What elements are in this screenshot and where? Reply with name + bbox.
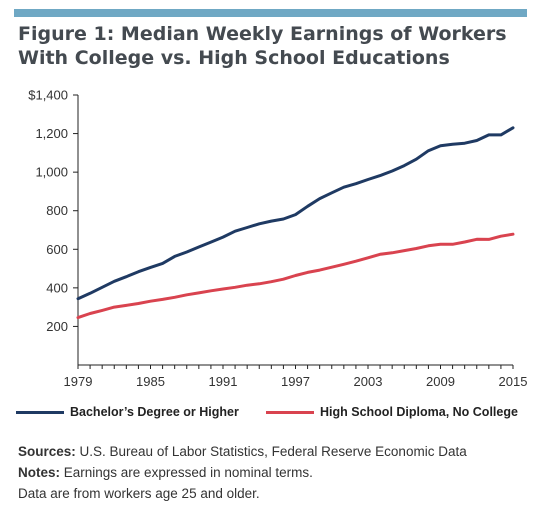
notes-line-2: Data are from workers age 25 and older. [18,486,260,501]
sources-line: Sources: U.S. Bureau of Labor Statistics… [18,441,533,462]
sources-label: Sources: [18,444,76,459]
legend-item-high-school: High School Diploma, No College [266,405,518,419]
y-tick-label: 600 [46,242,68,257]
y-tick-label: 400 [46,280,68,295]
y-tick-label: $1,400 [28,88,68,103]
y-tick-label: 200 [46,319,68,334]
legend: Bachelor’s Degree or Higher High School … [16,405,531,425]
chart-title-line-1: Figure 1: Median Weekly Earnings of Work… [18,23,507,45]
series-layer [76,126,515,320]
series-line-high-school [76,232,515,320]
x-tick-label: 2003 [354,374,383,389]
footnotes: Sources: U.S. Bureau of Labor Statistics… [18,441,533,504]
x-tick-label: 1991 [209,374,238,389]
legend-swatch-bachelor [16,410,64,414]
chart-title-line-2: With College vs. High School Educations [18,47,450,69]
x-tick-label: 2009 [426,374,455,389]
legend-item-bachelor: Bachelor’s Degree or Higher [16,405,239,419]
y-tick-label: 800 [46,203,68,218]
x-axis-ticks: 1979 1985 1991 1997 2003 2009 2015 [64,365,528,389]
line-chart: 200 400 600 800 1,000 1,200 $1,400 1979 1985 199… [28,88,528,390]
y-tick-label: 1,000 [35,165,68,180]
legend-label-high-school: High School Diploma, No College [320,405,518,419]
x-tick-label: 2015 [499,374,528,389]
accent-bar [14,9,527,17]
chart-title: Figure 1: Median Weekly Earnings of Work… [18,22,518,70]
legend-swatch-high-school [266,410,314,414]
sources-text: U.S. Bureau of Labor Statistics, Federal… [75,444,467,459]
series-line-bachelor [76,126,515,301]
y-axis-ticks: 200 400 600 800 1,000 1,200 $1,400 [28,88,78,334]
y-tick-label: 1,200 [35,126,68,141]
x-tick-label: 1985 [136,374,165,389]
x-tick-label: 1997 [281,374,310,389]
notes-text: Earnings are expressed in nominal terms. [60,465,313,480]
legend-label-bachelor: Bachelor’s Degree or Higher [70,405,239,419]
notes-line: Notes: Earnings are expressed in nominal… [18,462,533,483]
notes-label: Notes: [18,465,61,480]
x-tick-label: 1979 [64,374,93,389]
